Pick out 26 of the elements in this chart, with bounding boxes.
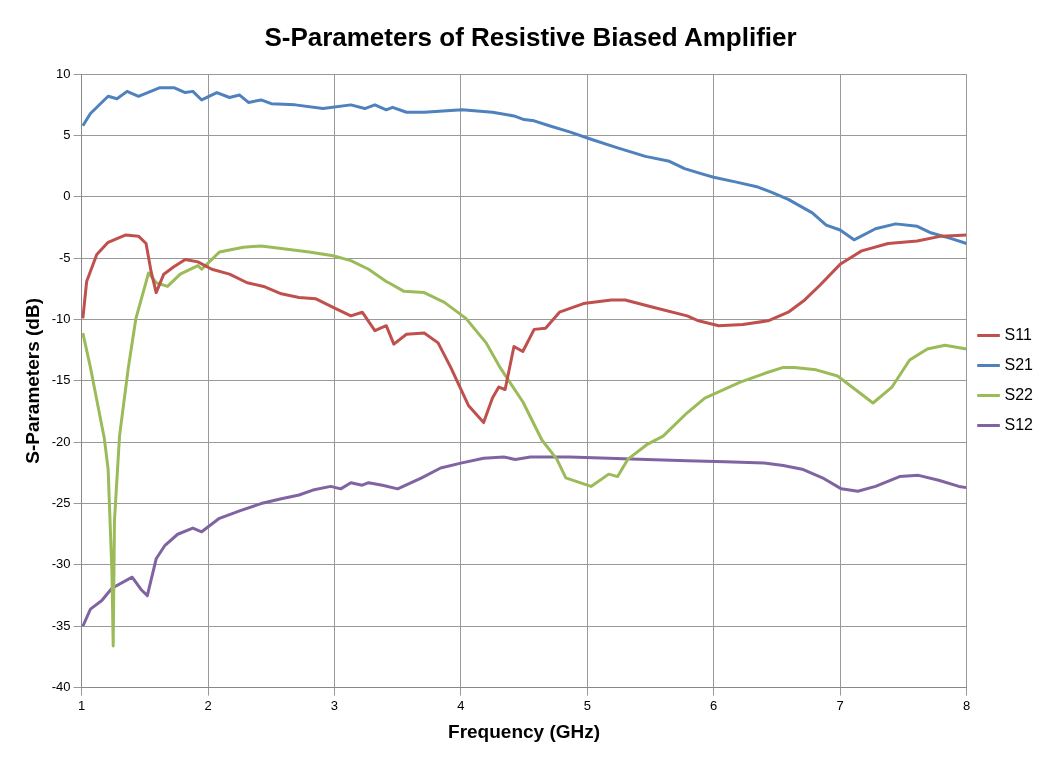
x-tick-label: 8: [962, 697, 971, 713]
y-tick-label: 10: [56, 65, 71, 81]
legend-label: S21: [1004, 355, 1034, 373]
chart-title: S-Parameters of Resistive Biased Amplifier: [264, 21, 797, 52]
y-tick-label: -25: [51, 495, 71, 511]
x-tick-label: 2: [204, 697, 212, 713]
x-tick-label: 3: [330, 697, 339, 713]
x-tick-label: 5: [583, 697, 591, 713]
legend-label: S22: [1004, 385, 1034, 403]
legend-label: S11: [1004, 325, 1032, 343]
y-tick-label: -15: [51, 372, 71, 388]
y-tick-label: -30: [51, 556, 71, 572]
x-tick-label: 6: [710, 697, 718, 713]
y-tick-label: -40: [51, 679, 71, 695]
y-tick-label: -35: [51, 617, 71, 633]
x-tick-label: 1: [77, 697, 86, 713]
x-axis-title: Frequency (GHz): [448, 720, 601, 742]
y-tick-label: 5: [63, 127, 71, 143]
x-tick-label: 4: [457, 697, 465, 713]
x-tick-label: 7: [836, 697, 844, 713]
y-tick-label: 0: [63, 188, 71, 204]
legend-label: S12: [1004, 415, 1034, 433]
y-tick-label: -10: [51, 311, 71, 327]
y-tick-label: -20: [51, 433, 71, 449]
y-axis-title: S-Parameters (dB): [21, 298, 43, 464]
y-tick-label: -5: [59, 249, 71, 265]
